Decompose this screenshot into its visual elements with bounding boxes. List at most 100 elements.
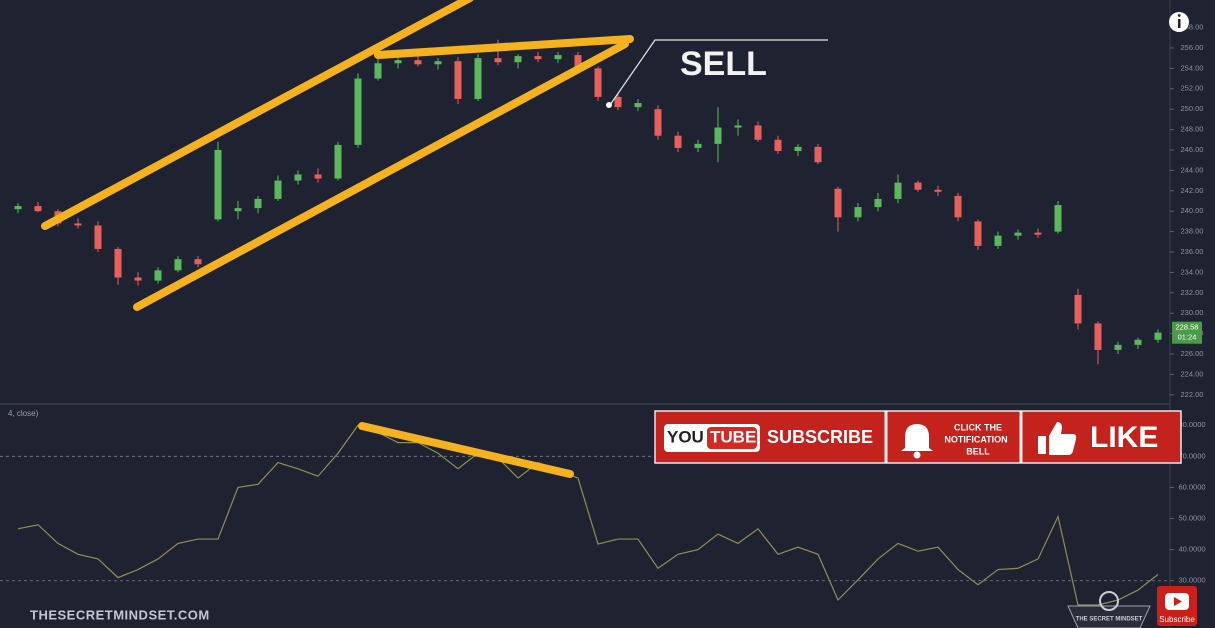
y-tick-label: 236.00: [1181, 247, 1204, 256]
y-tick-label: 222.00: [1181, 390, 1204, 399]
candle-body: [234, 208, 242, 212]
banner: YOU TUBE SUBSCRIBE CLICK THE NOTIFICATIO…: [654, 410, 1182, 464]
candle-body: [1054, 205, 1062, 232]
candle-body: [334, 144, 342, 179]
countdown-label: 01:24: [1178, 333, 1197, 342]
candle-body: [894, 182, 902, 199]
candle-body: [814, 146, 822, 163]
candle-body: [254, 198, 262, 209]
candle-body: [694, 143, 702, 148]
candle-body: [754, 125, 762, 140]
bell-icon[interactable]: [901, 424, 933, 451]
rsi-line: [17, 424, 1159, 606]
y-tick-label: 242.00: [1181, 186, 1204, 195]
y-tick-label: 40.0000: [1178, 545, 1205, 554]
candle-body: [94, 225, 102, 249]
y-tick-label: 70.0000: [1178, 451, 1205, 460]
candle-body: [794, 146, 802, 151]
subscribe-text[interactable]: SUBSCRIBE: [767, 427, 873, 447]
candle-body: [374, 63, 382, 79]
candle-body: [434, 61, 442, 65]
last-price-label: 228.58: [1176, 323, 1199, 332]
lower-trend-line: [133, 40, 629, 311]
candle-body: [874, 198, 882, 208]
thumb-icon[interactable]: [1038, 422, 1077, 455]
candle-body: [1154, 332, 1162, 340]
candle-body: [194, 259, 202, 265]
y-tick-label: 240.00: [1181, 206, 1204, 215]
rsi-divergence-line: [358, 422, 574, 478]
like-text[interactable]: LIKE: [1090, 421, 1158, 454]
candle-body: [454, 61, 462, 99]
youtube-tube-box[interactable]: [707, 427, 757, 449]
rsi-title: 4, close): [8, 409, 39, 418]
y-tick-label: 232.00: [1181, 288, 1204, 297]
info-glyph: [1177, 14, 1181, 17]
candle-body: [274, 180, 282, 199]
y-tick-label: 258.00: [1181, 23, 1204, 32]
candle-body: [954, 195, 962, 218]
y-tick-label: 60.0000: [1178, 482, 1205, 491]
y-tick-label: 250.00: [1181, 104, 1204, 113]
candle-body: [294, 174, 302, 181]
upper-trend-line: [41, 0, 474, 230]
candle-body: [554, 55, 562, 60]
sell-pointer: [609, 39, 828, 106]
y-tick-label: 238.00: [1181, 227, 1204, 236]
sell-dot: [606, 102, 612, 108]
logo-text: THE SECRET MINDSET: [1076, 617, 1143, 623]
candle-body: [1014, 232, 1022, 236]
candle-body: [534, 56, 542, 60]
watermark: THESECRETMINDSET.COM: [30, 607, 210, 622]
candle-body: [214, 149, 222, 220]
subscribe-button-text[interactable]: Subscribe: [1159, 615, 1195, 624]
y-tick-label: 234.00: [1181, 267, 1204, 276]
candle-body: [654, 109, 662, 136]
candle-body: [594, 68, 602, 97]
candle-body: [74, 223, 82, 226]
info-glyph: [1178, 19, 1181, 28]
y-tick-label: 244.00: [1181, 165, 1204, 174]
drawings: [41, 0, 634, 478]
candle-body: [774, 139, 782, 151]
y-tick-label: 50.0000: [1178, 514, 1205, 523]
candle-body: [314, 174, 322, 179]
candle-body: [154, 270, 162, 281]
logo-circle: [1099, 591, 1119, 611]
candle-body: [994, 235, 1002, 246]
candle-body: [1094, 323, 1102, 350]
candle-body: [634, 103, 642, 108]
logo-shape: [1067, 605, 1151, 628]
candle-body: [674, 135, 682, 148]
y-tick-label: 224.00: [1181, 369, 1204, 378]
y-tick-label: 80.0000: [1178, 420, 1205, 429]
candle-body: [934, 189, 942, 192]
y-tick-label: 30.0000: [1178, 576, 1205, 585]
candle-body: [474, 58, 482, 99]
y-tick-label: 256.00: [1181, 43, 1204, 52]
candle-body: [1114, 344, 1122, 350]
y-tick-label: 230.00: [1181, 308, 1204, 317]
bell-text[interactable]: CLICK THE: [954, 422, 1002, 432]
youtube-you[interactable]: YOU: [667, 427, 704, 446]
y-tick-label: 254.00: [1181, 63, 1204, 72]
last-price-tag: [1172, 321, 1202, 344]
candle-body: [34, 206, 42, 212]
candle-body: [1074, 294, 1082, 324]
candle-body: [714, 127, 722, 144]
candle-body: [574, 55, 582, 69]
candle-body: [734, 125, 742, 128]
candle-body: [114, 248, 122, 278]
bell-text[interactable]: NOTIFICATION: [944, 434, 1007, 444]
candle-body: [174, 259, 182, 271]
youtube-tube[interactable]: TUBE: [710, 427, 756, 446]
bell-text[interactable]: BELL: [966, 446, 990, 456]
y-tick-label: 248.00: [1181, 125, 1204, 134]
candle-body: [514, 56, 522, 63]
wedge-top-line: [374, 35, 634, 59]
candle-body: [394, 60, 402, 64]
candle-body: [1034, 232, 1042, 235]
candle-body: [914, 182, 922, 190]
